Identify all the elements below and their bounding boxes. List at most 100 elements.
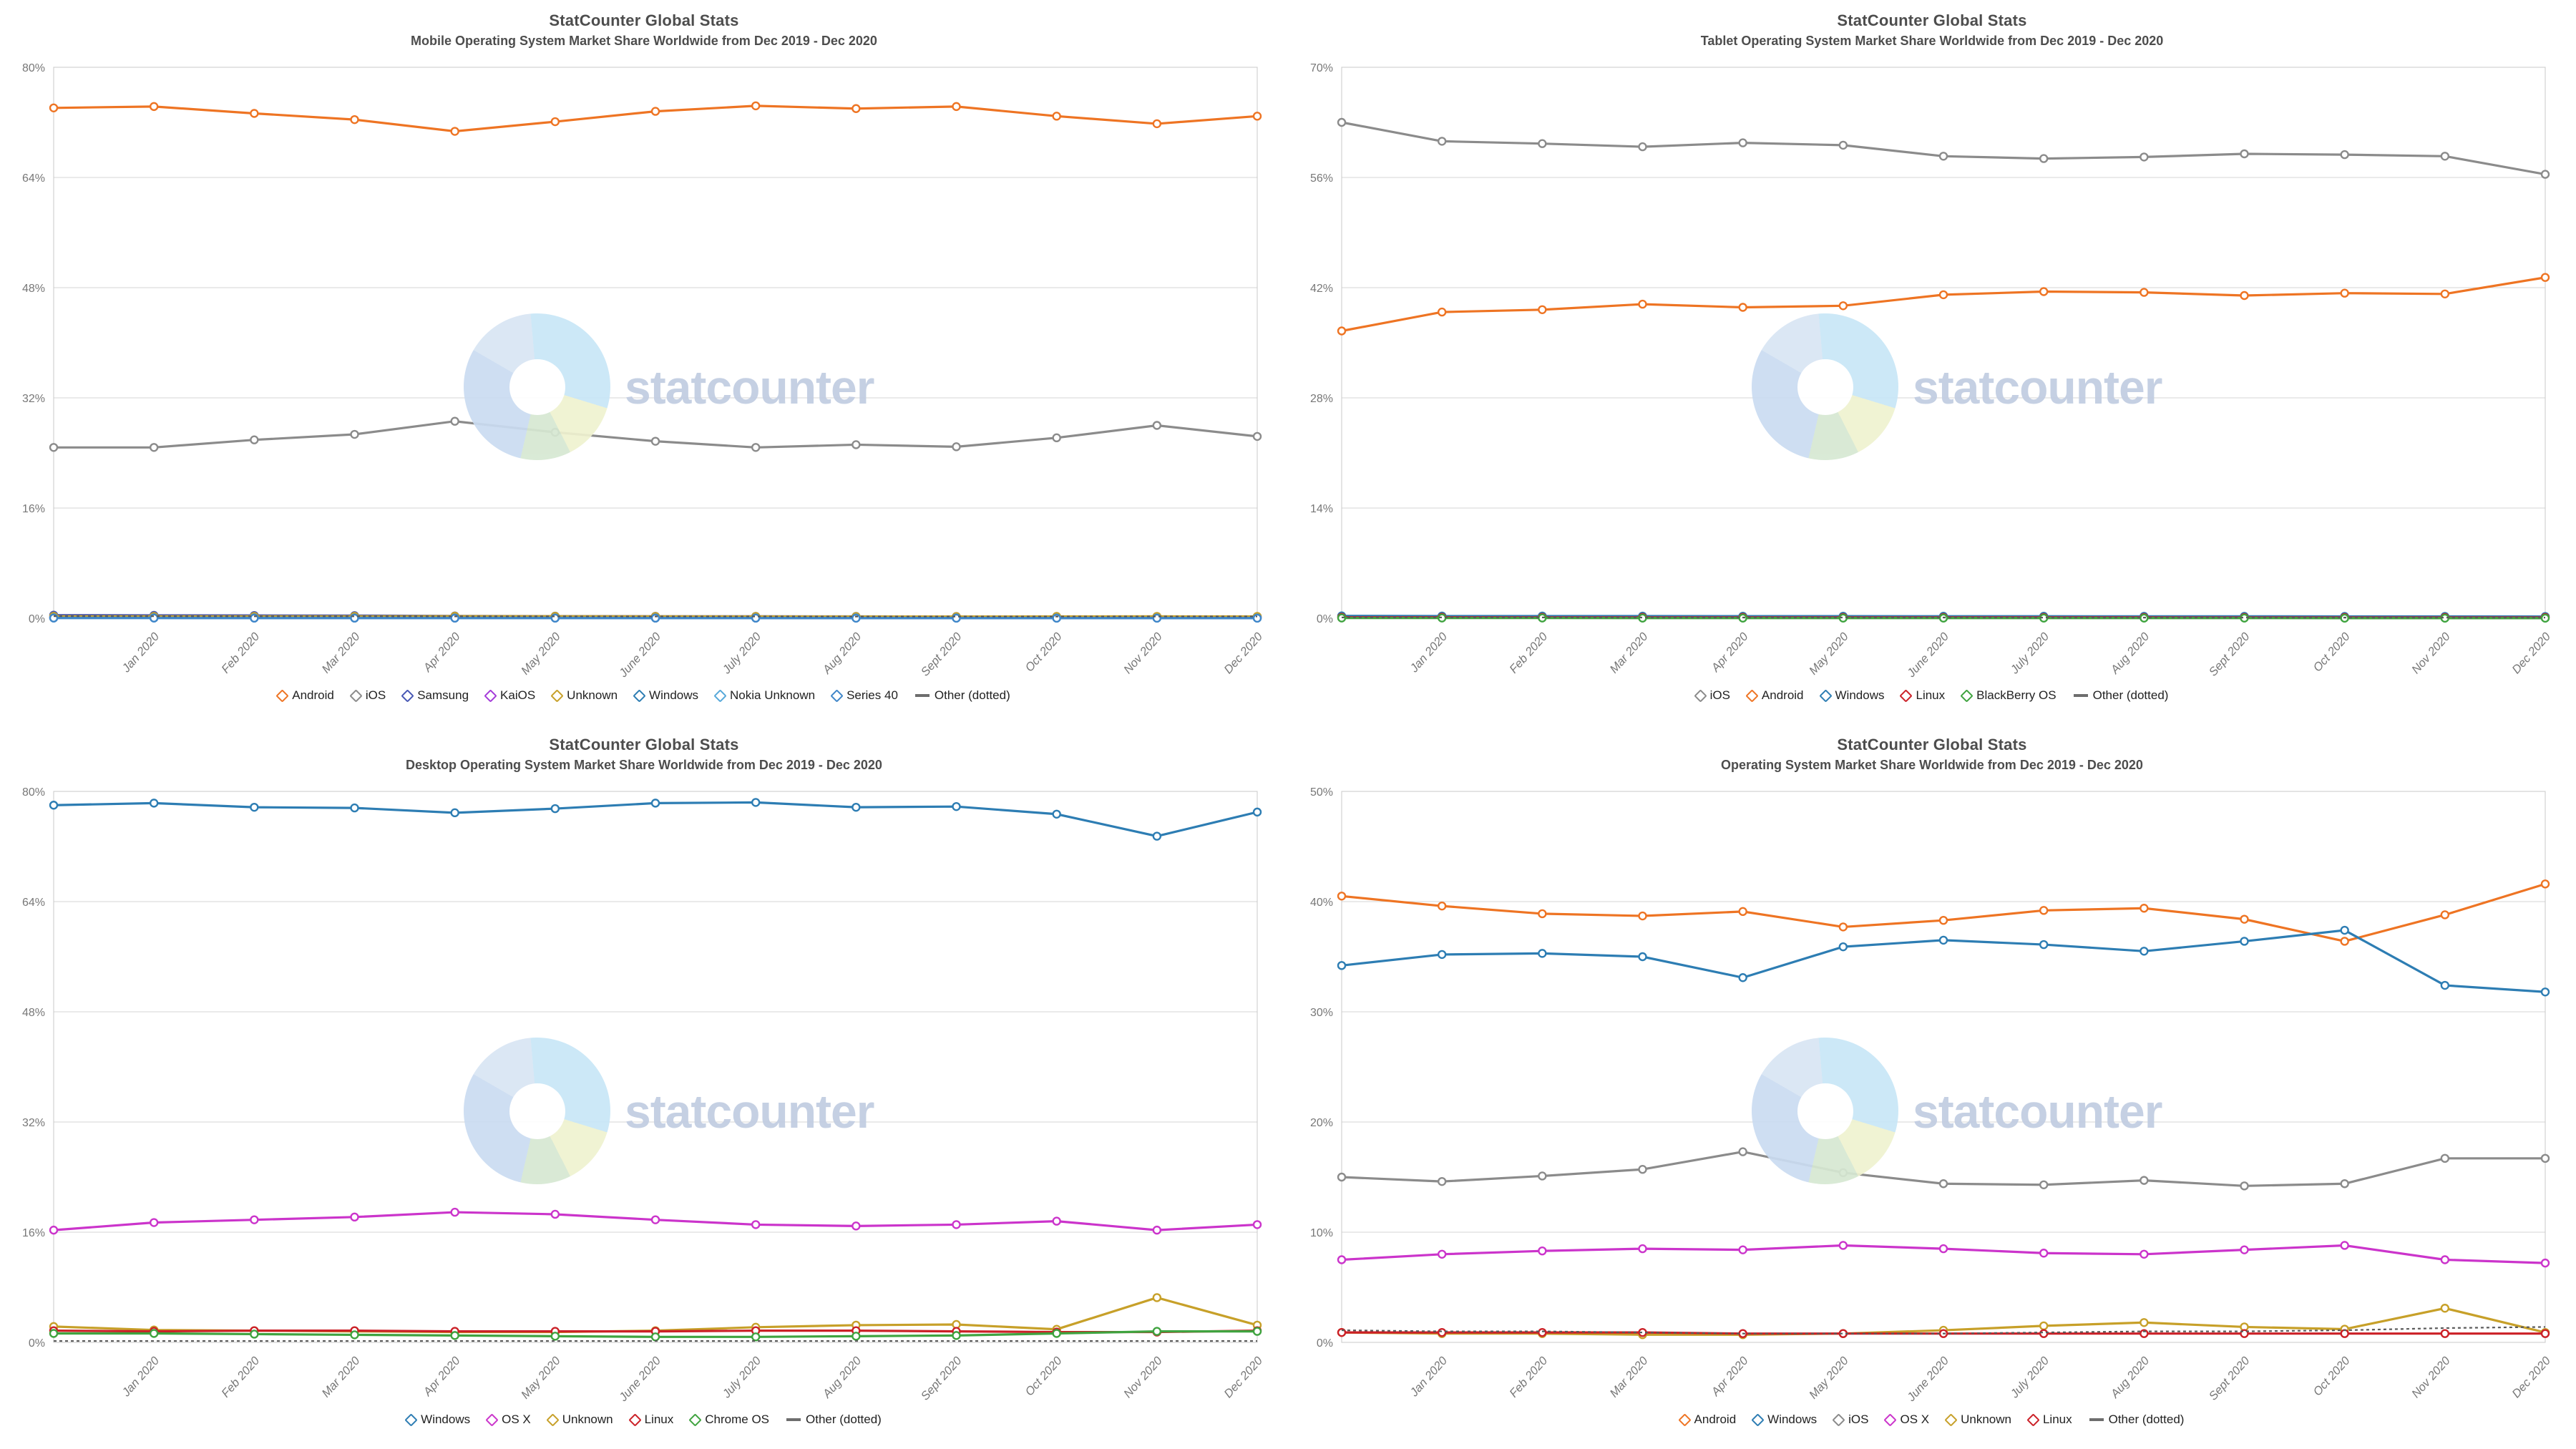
- data-point-android: [49, 103, 59, 112]
- legend-item-linux: Linux: [2026, 1413, 2072, 1427]
- data-point-ios: [1738, 1147, 1747, 1156]
- chart-subtitle: Tablet Operating System Market Share Wor…: [1700, 34, 2164, 48]
- data-point-android: [250, 109, 259, 118]
- x-axis-tick-label: Mar 2020: [1607, 1354, 1651, 1400]
- data-point-ios: [1938, 1179, 1948, 1189]
- legend-diamond-icon: [688, 1413, 702, 1427]
- data-point-ios: [2540, 170, 2550, 179]
- legend-diamond-icon: [633, 688, 646, 703]
- data-point-chrome-os: [751, 1332, 761, 1342]
- legend-item-other-dotted: Other (dotted): [914, 688, 1010, 703]
- legend-item-unknown: Unknown: [1944, 1413, 2011, 1427]
- data-point-os-x: [450, 1207, 459, 1217]
- data-point-os-x: [1538, 1246, 1547, 1256]
- legend-item-series-40: Series 40: [830, 688, 898, 703]
- x-axis-tick-label: Nov 2020: [1121, 630, 1165, 676]
- x-axis-tick-label: Nov 2020: [2409, 630, 2453, 676]
- data-point-ios: [751, 443, 761, 452]
- y-axis-tick-label: 48%: [22, 283, 45, 295]
- y-axis-tick-label: 28%: [1310, 393, 1333, 405]
- data-point-android: [2340, 288, 2349, 298]
- x-axis-tick-label: Feb 2020: [219, 1354, 263, 1400]
- data-point-ios: [149, 443, 159, 452]
- data-point-android: [1437, 307, 1447, 317]
- x-axis-tick-label: May 2020: [1807, 1354, 1851, 1402]
- data-point-android: [350, 114, 359, 125]
- legend-diamond-icon: [1899, 688, 1913, 703]
- legend-diamond-icon: [1832, 1413, 1845, 1427]
- data-point-series-40: [650, 613, 660, 623]
- x-axis-tick-label: Apr 2020: [421, 1354, 463, 1399]
- chart-subtitle: Operating System Market Share Worldwide …: [1721, 758, 2143, 772]
- x-axis-tick-label: June 2020: [1904, 630, 1951, 680]
- data-point-ios: [49, 443, 59, 452]
- x-axis-tick-label: Oct 2020: [1023, 630, 1065, 674]
- legend-diamond-icon: [1818, 688, 1833, 703]
- x-axis-tick-label: Dec 2020: [2509, 630, 2553, 676]
- y-axis-tick-label: 50%: [1310, 786, 1333, 799]
- legend: Windows OS X Unknown Linux Chrome OS Other (d…: [0, 1413, 1288, 1427]
- legend-diamond-icon: [546, 1413, 560, 1427]
- legend-item-ios: iOS: [349, 688, 386, 703]
- data-point-os-x: [1938, 1244, 1948, 1254]
- data-point-unknown: [1152, 1293, 1162, 1302]
- data-point-ios: [2240, 1181, 2249, 1191]
- legend-dash-icon: [914, 694, 930, 697]
- desktop-os-chart: StatCounter Global Stats Desktop Operati…: [0, 724, 1288, 1449]
- legend-item-ios: iOS: [1832, 1413, 1868, 1427]
- data-point-android: [1252, 112, 1262, 121]
- chart-canvas: 0% 16% 32% 48% 64% 80% Jan 2020 Feb 2020 Mar 202…: [22, 786, 1266, 1405]
- data-point-windows: [2240, 937, 2249, 946]
- legend-label: iOS: [1709, 688, 1730, 702]
- x-axis-tick-label: Apr 2020: [1709, 630, 1751, 675]
- y-axis-tick-label: 0%: [1317, 1337, 1333, 1350]
- data-point-android: [2140, 904, 2149, 913]
- legend-label: OS X: [1900, 1413, 1930, 1426]
- data-point-ios: [1638, 142, 1647, 152]
- legend-diamond-icon: [1960, 688, 1974, 703]
- x-axis-tick-label: June 2020: [616, 1354, 663, 1405]
- legend-item-other-dotted: Other (dotted): [786, 1413, 882, 1427]
- data-point-linux: [1437, 1327, 1447, 1337]
- data-point-unknown: [2039, 1321, 2049, 1331]
- chart-canvas: 0% 14% 28% 42% 56% 70% Jan 2020 Feb 2020 Mar 202…: [1310, 62, 2554, 680]
- legend-dash-icon: [786, 1418, 801, 1421]
- x-axis-tick-label: Jan 2020: [119, 630, 162, 675]
- plot-border: [1341, 67, 2546, 619]
- x-axis-tick-label: Apr 2020: [1709, 1354, 1751, 1399]
- legend-diamond-icon: [1693, 688, 1707, 703]
- data-point-windows: [1052, 809, 1061, 819]
- data-point-windows: [2140, 947, 2149, 956]
- x-axis-tick-label: Aug 2020: [820, 630, 864, 677]
- data-point-os-x: [350, 1212, 359, 1222]
- x-axis-tick-label: Oct 2020: [2311, 1354, 2353, 1398]
- y-axis-tick-label: 80%: [22, 62, 45, 74]
- data-point-series-40: [852, 613, 861, 623]
- data-point-os-x: [751, 1220, 761, 1229]
- x-axis-tick-label: Oct 2020: [2311, 630, 2353, 674]
- data-point-ios: [1337, 1172, 1347, 1182]
- data-point-os-x: [2140, 1249, 2149, 1259]
- x-axis-tick-label: Mar 2020: [319, 630, 363, 675]
- data-point-ios: [2039, 154, 2049, 163]
- data-point-android: [1838, 301, 1848, 311]
- legend-dash-icon: [2073, 694, 2088, 697]
- combined-os-chart: StatCounter Global Stats Operating Syste…: [1288, 724, 2576, 1449]
- data-point-android: [2340, 937, 2349, 946]
- data-point-windows: [350, 803, 359, 813]
- data-point-android: [1052, 112, 1061, 121]
- legend-diamond-icon: [628, 1413, 642, 1427]
- y-axis-tick-label: 32%: [22, 1117, 45, 1129]
- legend-label: Windows: [421, 1413, 471, 1426]
- data-point-chrome-os: [650, 1332, 660, 1342]
- legend-label: Linux: [1916, 688, 1946, 702]
- data-point-unknown: [2140, 1318, 2149, 1327]
- data-point-chrome-os: [450, 1331, 459, 1340]
- x-axis-tick-label: July 2020: [2008, 1354, 2052, 1401]
- legend-label: Chrome OS: [705, 1413, 770, 1426]
- data-point-ios: [2140, 1176, 2149, 1185]
- data-point-android: [1938, 290, 1948, 300]
- legend: iOS Android Windows Linux BlackBerry OS Other…: [1288, 688, 2576, 703]
- y-axis-tick-label: 16%: [22, 503, 45, 515]
- data-point-windows: [149, 799, 159, 808]
